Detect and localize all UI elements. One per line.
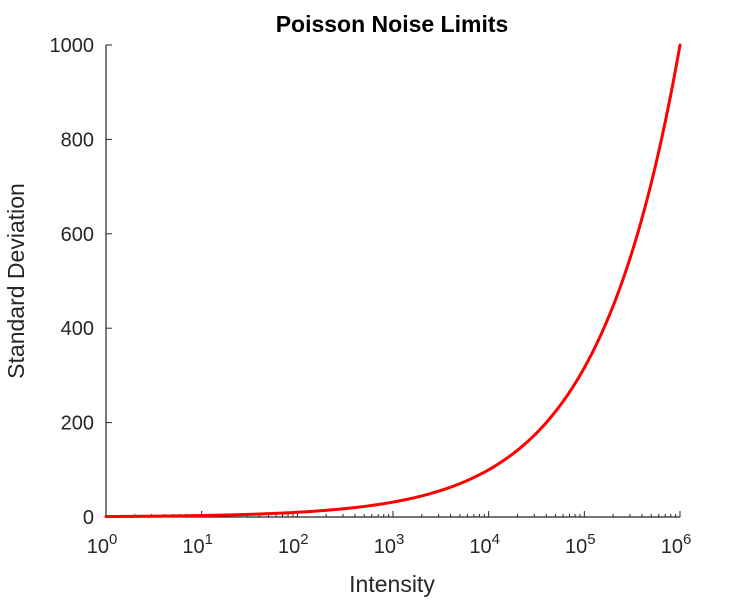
x-tick-label: 103: [374, 531, 405, 558]
x-tick-label: 101: [182, 531, 213, 558]
y-tick-label: 400: [61, 318, 94, 340]
plot-area: 0 200 400 600 800 1000 100 101 102 103 104 105 106: [50, 35, 692, 558]
x-tick-label: 102: [278, 531, 309, 558]
x-ticks: 100 101 102 103 104 105 106: [87, 511, 692, 558]
y-tick-label: 800: [61, 129, 94, 151]
y-tick-label: 200: [61, 413, 94, 435]
y-axis-label: Standard Deviation: [3, 183, 29, 379]
y-tick-label: 600: [61, 224, 94, 246]
x-tick-label: 105: [565, 531, 596, 558]
x-axis-label: Intensity: [349, 571, 435, 597]
x-tick-label: 106: [661, 531, 692, 558]
y-tick-label: 0: [83, 507, 94, 529]
series-line: [104, 43, 682, 519]
y-tick-label: 1000: [50, 35, 95, 57]
x-tick-label: 100: [87, 531, 118, 558]
x-tick-label: 104: [469, 531, 500, 558]
y-ticks: 0 200 400 600 800 1000: [50, 35, 112, 529]
series-group: [104, 43, 682, 519]
chart-title: Poisson Noise Limits: [276, 11, 509, 37]
